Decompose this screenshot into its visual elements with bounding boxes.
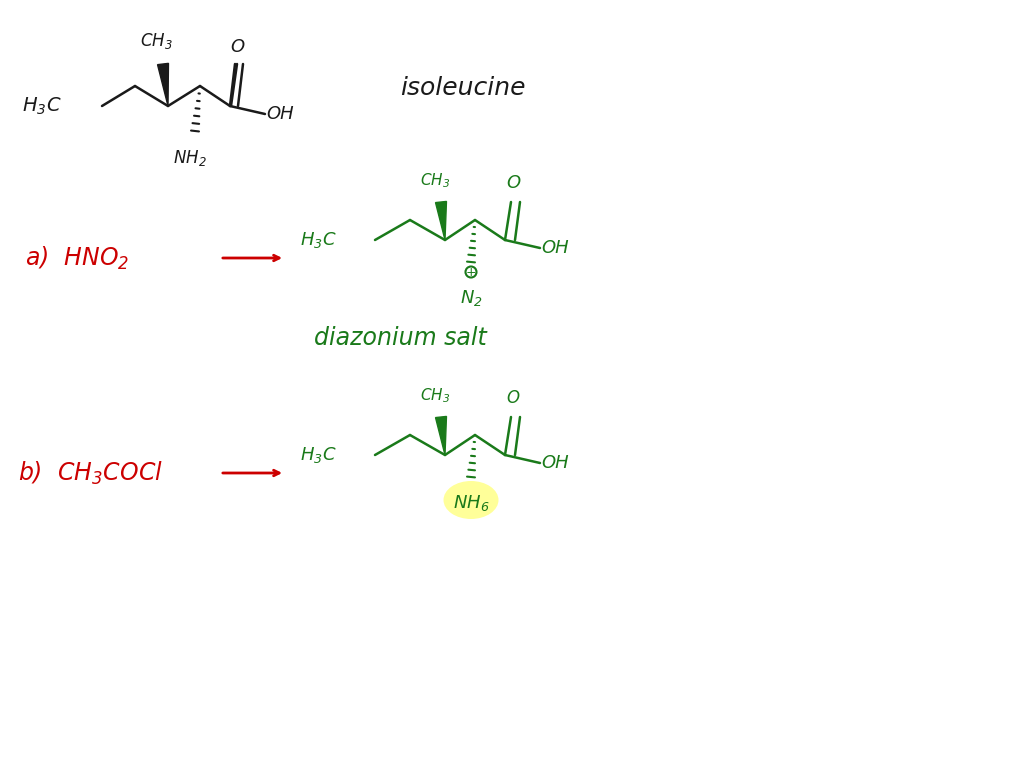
Text: diazonium salt: diazonium salt [313, 326, 486, 350]
Text: O: O [506, 174, 520, 192]
Text: +: + [466, 266, 476, 279]
Polygon shape [435, 416, 446, 455]
Text: $\mathregular{H_3C}$: $\mathregular{H_3C}$ [300, 445, 337, 465]
Polygon shape [435, 201, 446, 240]
Text: OH: OH [541, 454, 568, 472]
Polygon shape [158, 63, 169, 106]
Text: $\mathregular{H_3C}$: $\mathregular{H_3C}$ [22, 95, 61, 117]
Text: $\mathregular{NH_2}$: $\mathregular{NH_2}$ [173, 148, 207, 168]
Text: O: O [230, 38, 244, 56]
Text: $\mathregular{NH_6}$: $\mathregular{NH_6}$ [453, 493, 489, 513]
Text: $\mathregular{H_3C}$: $\mathregular{H_3C}$ [300, 230, 337, 250]
Text: $\mathregular{N_2}$: $\mathregular{N_2}$ [460, 288, 482, 308]
Text: $\mathregular{CH_3}$: $\mathregular{CH_3}$ [139, 31, 172, 51]
Text: $\mathregular{CH_3}$: $\mathregular{CH_3}$ [420, 386, 451, 405]
Ellipse shape [443, 481, 499, 519]
Text: OH: OH [541, 239, 568, 257]
Text: $\mathregular{CH_3}$: $\mathregular{CH_3}$ [420, 171, 451, 190]
Text: OH: OH [266, 105, 294, 123]
Text: b)  $\mathregular{CH_3COCl}$: b) $\mathregular{CH_3COCl}$ [18, 459, 163, 487]
Text: a)  $\mathregular{HNO_2}$: a) $\mathregular{HNO_2}$ [25, 244, 129, 272]
Text: O: O [507, 389, 519, 407]
Text: isoleucine: isoleucine [400, 76, 525, 100]
